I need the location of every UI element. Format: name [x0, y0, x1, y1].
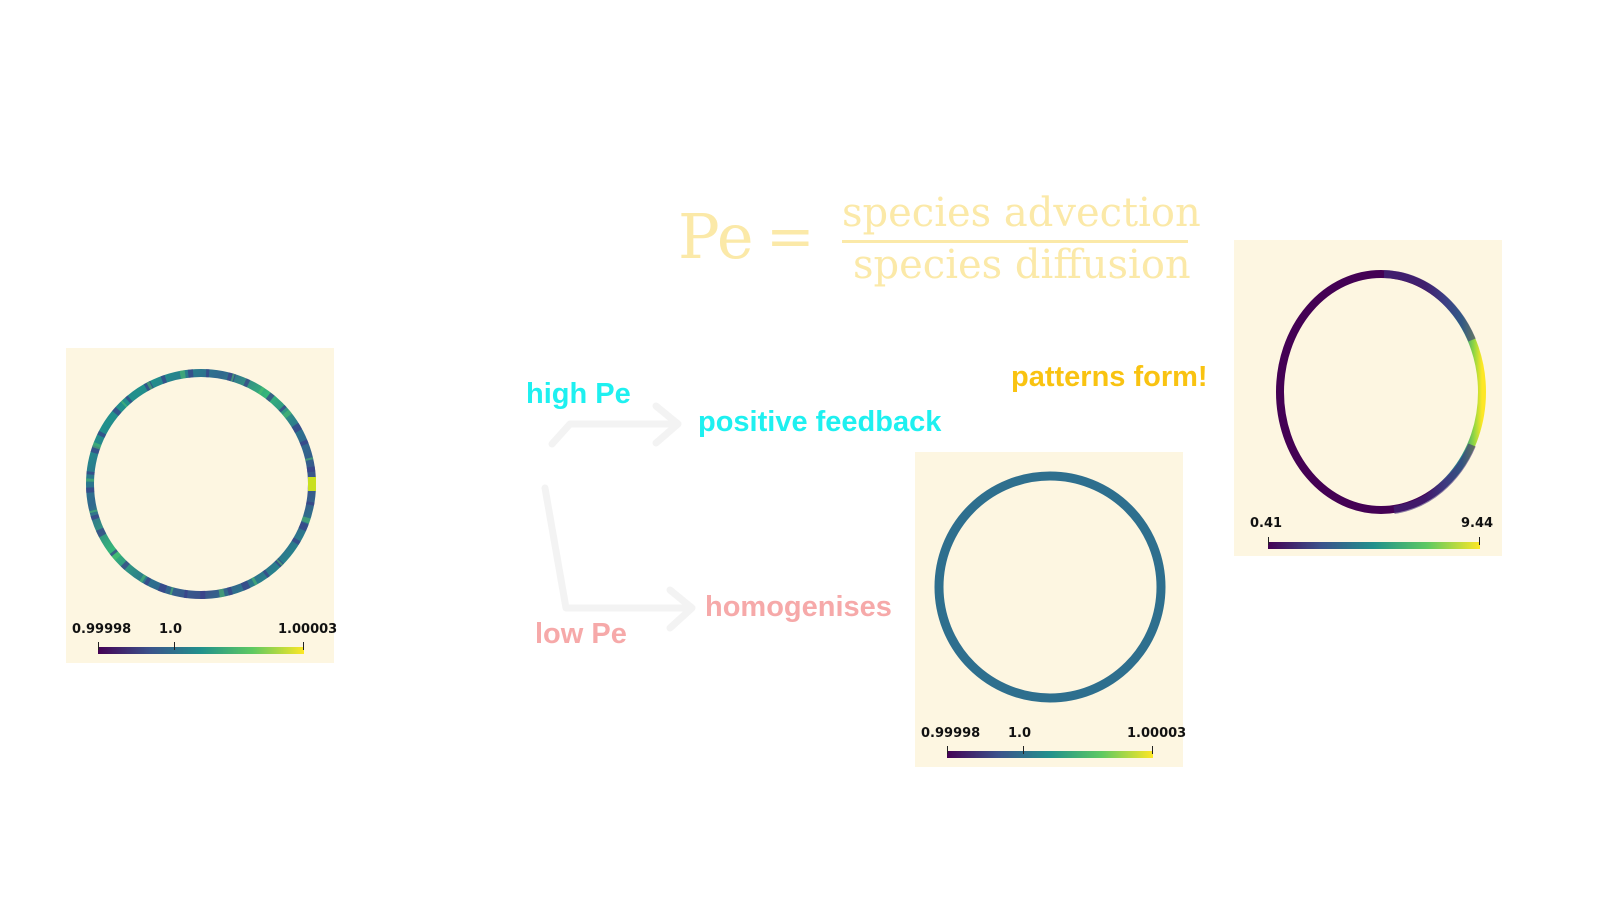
pattern-ring-plot: [1276, 270, 1486, 514]
pattern-ring: [1276, 270, 1486, 514]
ring-bright-spot: [308, 477, 316, 491]
fraction-bar: [842, 240, 1188, 243]
equation-numerator: species advection: [842, 190, 1201, 236]
peclet-symbol: Pe: [678, 200, 754, 273]
colorbar: [98, 647, 304, 654]
patterns-form-label: patterns form!: [1011, 361, 1208, 393]
colorbar-tick-min: [947, 746, 948, 754]
pattern-state-panel: 0.41 9.44: [1234, 240, 1502, 556]
colorbar-min-label: 0.99998: [921, 726, 981, 741]
pattern-ring-lower-dark: [1393, 443, 1476, 514]
high-pe-arrow: [548, 420, 680, 448]
pattern-ring-upper-dark: [1383, 270, 1476, 342]
equals-sign: =: [766, 202, 815, 270]
low-pe-arrow: [541, 484, 694, 612]
colorbar-tick-mid: [174, 642, 175, 650]
colorbar-tick-max: [303, 642, 304, 650]
colorbar-max-label: 1.00003: [1127, 726, 1187, 741]
colorbar-max-label: 1.00003: [278, 622, 338, 637]
colorbar-tick-max: [1152, 746, 1153, 754]
equation-denominator: species diffusion: [853, 242, 1191, 288]
colorbar: [947, 751, 1153, 758]
low-pe-label: low Pe: [535, 618, 627, 650]
colorbar-tick-min: [98, 642, 99, 650]
low-pe-arrowhead: [666, 586, 696, 632]
colorbar-mid-label: 1.0: [1008, 726, 1032, 741]
colorbar-min-label: 0.41: [1250, 516, 1283, 531]
homogeneous-state-panel: 0.99998 1.0 1.00003: [915, 452, 1187, 767]
noisy-ring-plot: [86, 369, 316, 599]
initial-state-panel: 0.99998 1.0 1.00003: [66, 348, 338, 663]
high-pe-label: high Pe: [526, 378, 631, 410]
colorbar-min-label: 0.99998: [72, 622, 132, 637]
colorbar-tick-min: [1268, 537, 1269, 545]
colorbar: [1268, 542, 1480, 549]
uniform-ring-plot: [934, 471, 1166, 703]
uniform-ring: [934, 471, 1166, 703]
colorbar-tick-mid: [1023, 746, 1024, 754]
colorbar-max-label: 9.44: [1461, 516, 1494, 531]
colorbar-mid-label: 1.0: [159, 622, 183, 637]
high-pe-arrowhead: [652, 402, 682, 447]
colorbar-tick-max: [1479, 537, 1480, 545]
homogenises-label: homogenises: [705, 591, 892, 623]
positive-feedback-label: positive feedback: [698, 406, 942, 438]
